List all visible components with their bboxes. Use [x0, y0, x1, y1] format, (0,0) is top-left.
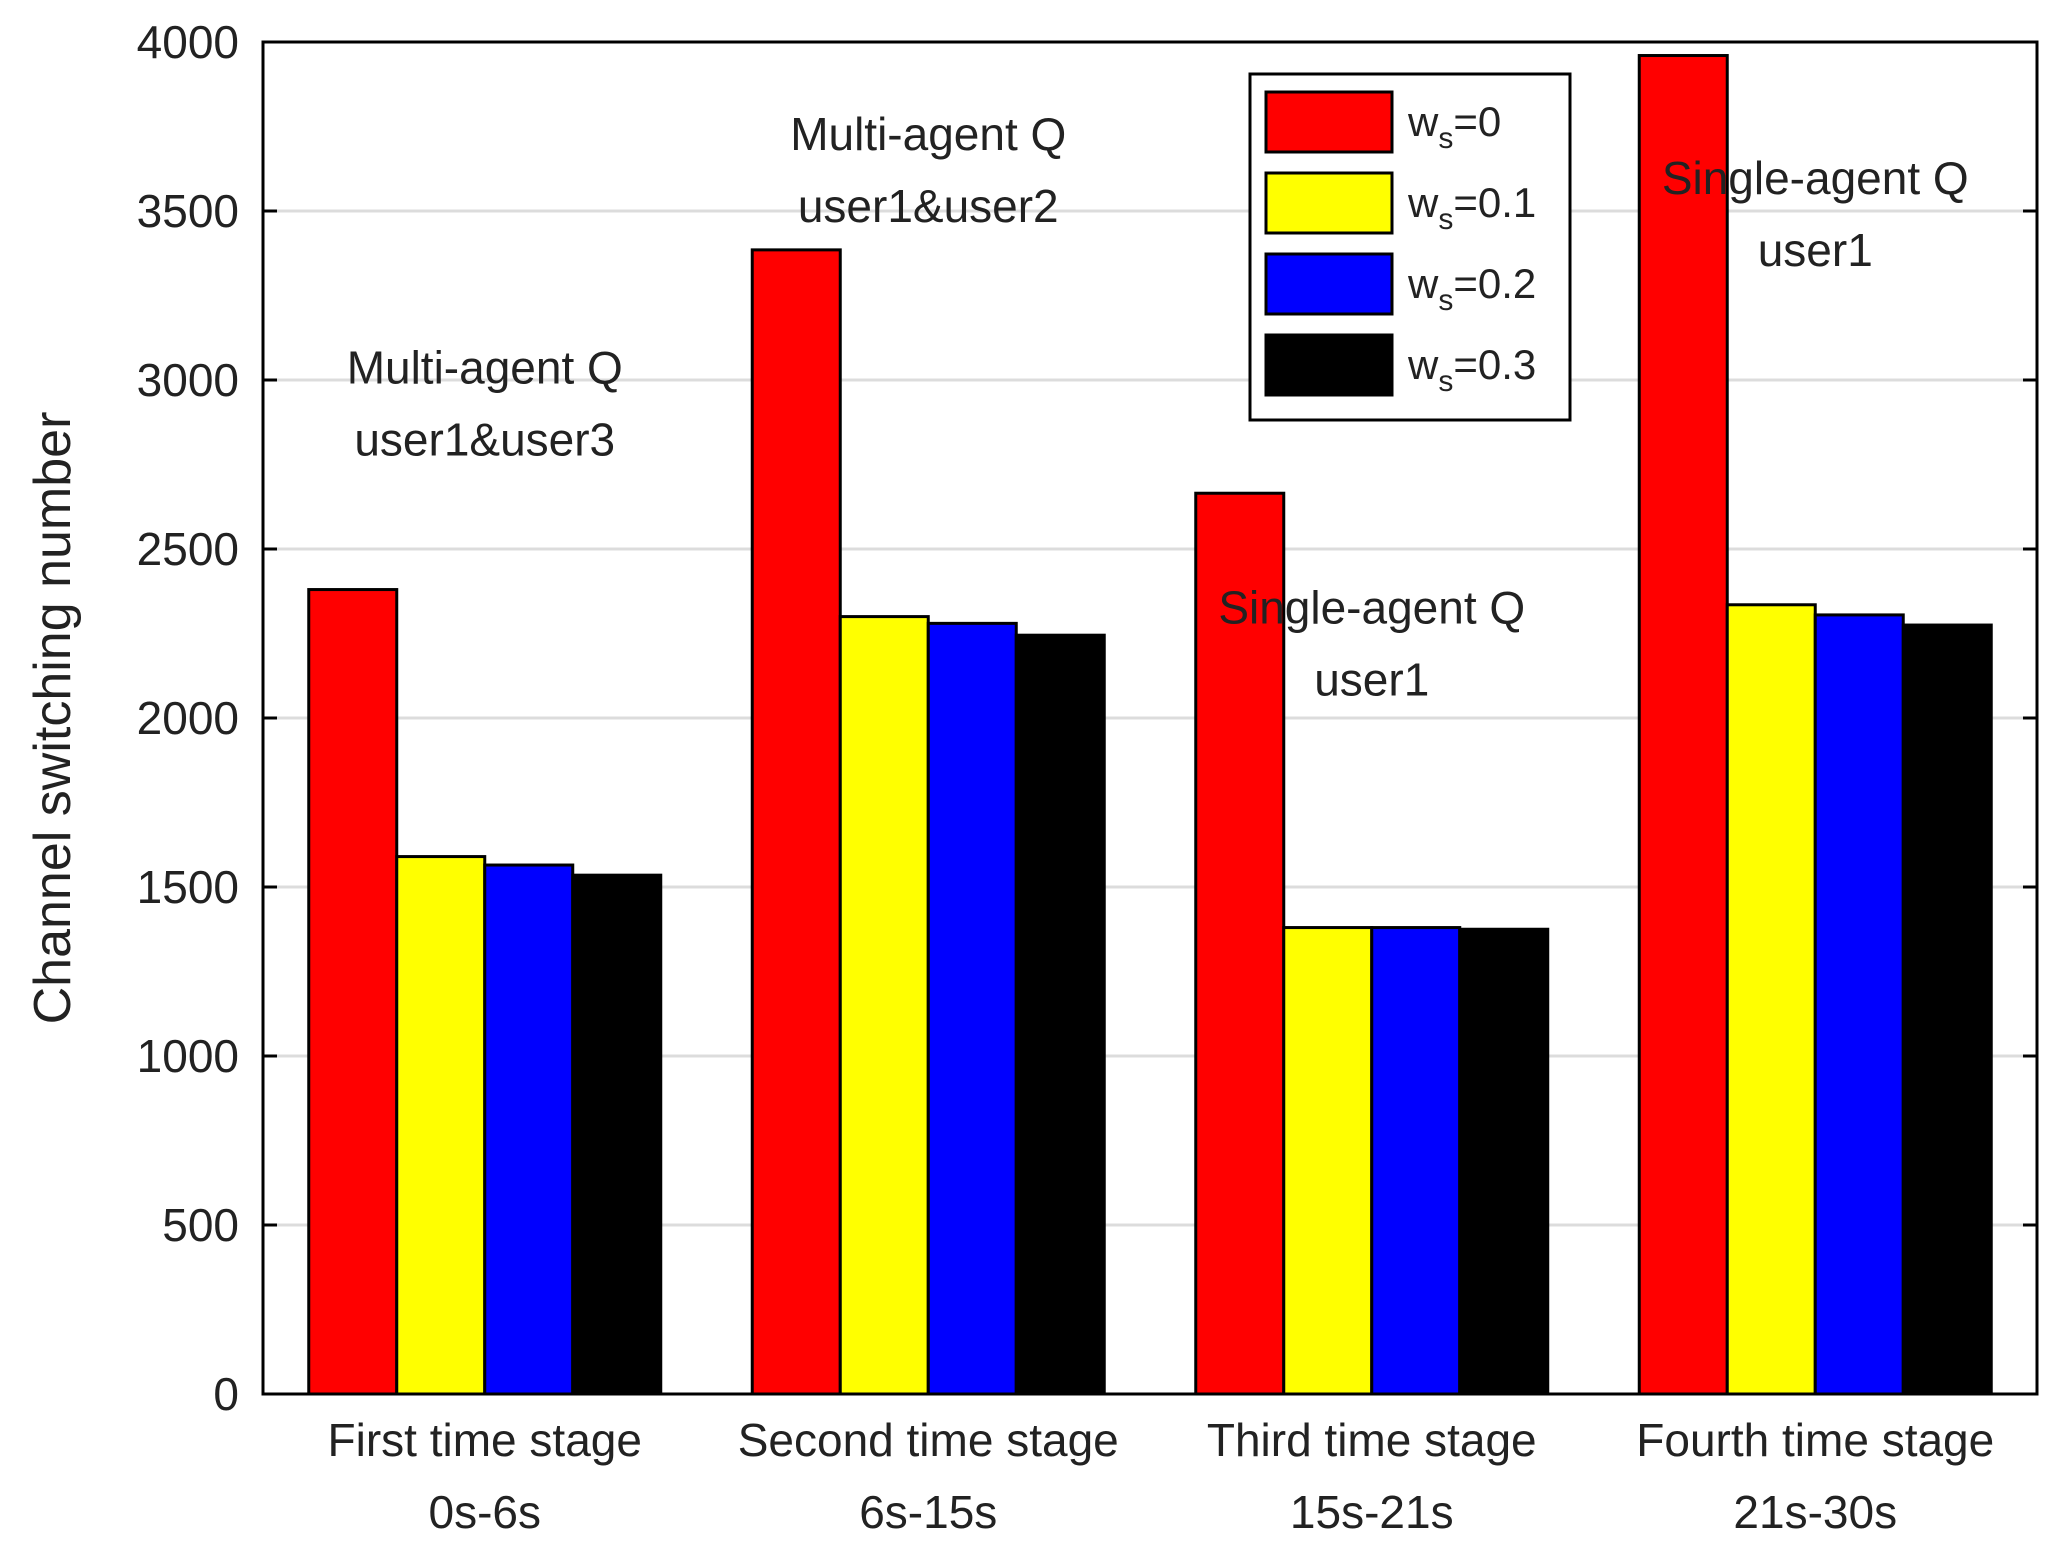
- y-tick-label: 1000: [137, 1030, 239, 1082]
- legend-label-value: =0.3: [1453, 341, 1536, 388]
- legend-label-value: =0.2: [1453, 260, 1536, 307]
- annotations: Multi-agent Q user1&user3 Multi-agent Q use…: [347, 108, 1969, 705]
- annotation-title: Multi-agent Q: [790, 108, 1066, 160]
- x-category-label: Third time stage: [1207, 1414, 1537, 1466]
- x-category-label: Fourth time stage: [1636, 1414, 1994, 1466]
- bar-ws0-3-cat-1: [571, 873, 663, 1396]
- x-category-label: Second time stage: [738, 1414, 1119, 1466]
- y-axis-ticks: 0 500 1000 1500 2000 2500 3000 3500 4000: [137, 16, 2037, 1420]
- legend-label: ws=0: [1407, 98, 1501, 155]
- x-category-sublabel: 0s-6s: [429, 1486, 541, 1538]
- bar-ws0-1-cat-1: [395, 855, 487, 1396]
- annotation-subtitle: user1&user3: [354, 413, 615, 465]
- x-category-sublabel: 15s-21s: [1290, 1486, 1454, 1538]
- annotation-subtitle: user1: [1758, 224, 1873, 276]
- legend-swatch: [1264, 252, 1394, 316]
- annotation-title: Multi-agent Q: [347, 341, 623, 393]
- legend-label-subscript: s: [1438, 284, 1453, 317]
- y-tick-label: 1500: [137, 861, 239, 913]
- legend-label-main: w: [1407, 260, 1439, 307]
- bar-ws0-cat-2: [750, 248, 842, 1396]
- legend-label-subscript: s: [1438, 122, 1453, 155]
- annotation-title: Single-agent Q: [1218, 581, 1525, 633]
- legend-label: ws=0.3: [1407, 341, 1536, 398]
- bar-ws0-1-cat-3: [1282, 926, 1374, 1396]
- bar-ws0-cat-4: [1637, 54, 1729, 1396]
- legend-label-subscript: s: [1438, 365, 1453, 398]
- legend-label-value: =0.1: [1453, 179, 1536, 226]
- x-category-sublabel: 6s-15s: [859, 1486, 997, 1538]
- legend-label: ws=0.2: [1407, 260, 1536, 317]
- annotation-subtitle: user1&user2: [798, 180, 1059, 232]
- bar-ws0-cat-1: [307, 588, 399, 1396]
- x-category-sublabel: 21s-30s: [1733, 1486, 1897, 1538]
- bar-ws0-3-cat-3: [1458, 927, 1550, 1396]
- legend-swatch: [1264, 90, 1394, 154]
- legend-swatch: [1264, 333, 1394, 397]
- y-tick-label: 2500: [137, 523, 239, 575]
- bar-ws0-2-cat-2: [926, 621, 1018, 1396]
- y-tick-label: 500: [162, 1199, 239, 1251]
- legend-label-main: w: [1407, 179, 1439, 226]
- y-tick-label: 3500: [137, 185, 239, 237]
- y-tick-label: 2000: [137, 692, 239, 744]
- y-tick-label: 3000: [137, 354, 239, 406]
- y-tick-label: 4000: [137, 16, 239, 68]
- bar-ws0-cat-3: [1194, 491, 1286, 1396]
- y-tick-label: 0: [213, 1368, 239, 1420]
- x-axis-category-labels: First time stage 0s-6s Second time stage 6s…: [328, 1414, 1995, 1538]
- y-axis-label: Channel switching number: [24, 412, 82, 1025]
- legend-label-main: w: [1407, 341, 1439, 388]
- legend-label-subscript: s: [1438, 203, 1453, 236]
- annotation-subtitle: user1: [1314, 653, 1429, 705]
- bar-ws0-3-cat-4: [1901, 623, 1993, 1396]
- bar-ws0-2-cat-4: [1813, 613, 1905, 1396]
- legend-swatch: [1264, 171, 1394, 235]
- legend: ws=0ws=0.1ws=0.2ws=0.3: [1248, 72, 1572, 422]
- legend-label-main: w: [1407, 98, 1439, 145]
- bar-ws0-1-cat-4: [1725, 603, 1817, 1396]
- bar-ws0-1-cat-2: [838, 615, 930, 1396]
- x-category-label: First time stage: [328, 1414, 642, 1466]
- bar-ws0-3-cat-2: [1014, 633, 1106, 1396]
- annotation-title: Single-agent Q: [1662, 152, 1969, 204]
- bar-ws0-2-cat-3: [1370, 926, 1462, 1396]
- legend-label-value: =0: [1453, 98, 1501, 145]
- legend-label: ws=0.1: [1407, 179, 1536, 236]
- bar-ws0-2-cat-1: [483, 863, 575, 1396]
